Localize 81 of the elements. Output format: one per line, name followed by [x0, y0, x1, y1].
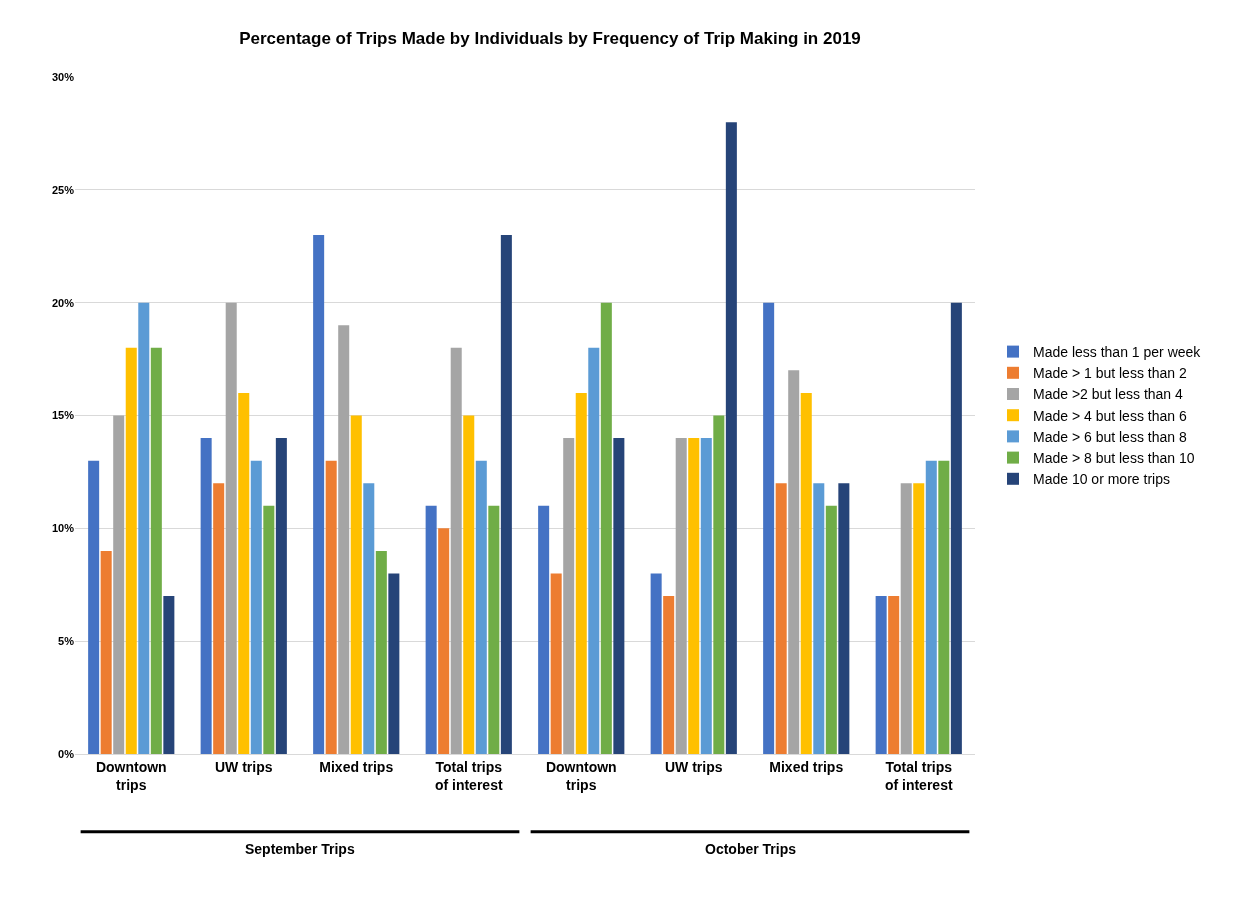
bar: [600, 302, 612, 754]
bar: [763, 302, 775, 754]
bar: [463, 415, 475, 754]
x-tick-label: Total trips of interest: [884, 758, 953, 793]
bar: [425, 505, 437, 754]
bar: [888, 596, 900, 754]
bar: [263, 505, 275, 754]
bar: [488, 505, 500, 754]
bar: [575, 392, 587, 754]
bar: [363, 483, 375, 754]
bar: [225, 302, 237, 754]
text: October Trips: [705, 841, 797, 857]
bar: [200, 438, 212, 754]
bar: [388, 573, 400, 754]
bar: [100, 550, 112, 754]
bar: [925, 460, 937, 754]
y-tick-label: 25%: [51, 183, 75, 196]
legend-label: Made less than 1 per week: [1033, 344, 1202, 361]
bar: [313, 234, 325, 754]
y-tick-label: 20%: [51, 296, 75, 309]
bar: [813, 483, 825, 754]
bar: [550, 573, 562, 754]
bar: [475, 460, 487, 754]
bar: [775, 483, 787, 754]
x-tick-label: Mixed trips: [769, 758, 844, 775]
x-tick-label: UW trips: [214, 758, 273, 775]
y-tick-label: 30%: [51, 70, 75, 83]
bar: [913, 483, 925, 754]
bar: [350, 415, 362, 754]
bar: [875, 596, 887, 754]
bar: [500, 234, 512, 754]
bar: [213, 483, 225, 754]
bar: [375, 550, 387, 754]
bar: [238, 392, 250, 754]
bar: [788, 370, 800, 754]
bar: [950, 302, 962, 754]
bar: [938, 460, 950, 754]
bar: [113, 415, 125, 754]
bar: [438, 528, 450, 754]
legend-label: Made > 4 but less than 6: [1033, 407, 1187, 424]
y-tick-label: 5%: [58, 635, 75, 648]
bar: [563, 438, 575, 754]
text: September Trips: [245, 841, 355, 857]
y-tick-label: 10%: [51, 522, 75, 535]
y-tick-label: 15%: [51, 409, 75, 422]
bar: [250, 460, 262, 754]
bar: [588, 347, 600, 754]
x-tick-label: UW trips: [664, 758, 723, 775]
bar: [900, 483, 912, 754]
bar: [838, 483, 850, 754]
bar: [700, 438, 712, 754]
bar: [338, 325, 350, 754]
bar: [725, 122, 737, 754]
bar: [688, 438, 700, 754]
x-tick-label: Total trips of interest: [434, 758, 503, 793]
bar: [800, 392, 812, 754]
y-tick-label: 0%: [58, 747, 75, 760]
bar: [650, 573, 662, 754]
bar: [675, 438, 687, 754]
x-tick-label: Downtown trips: [545, 758, 617, 793]
bar: [613, 438, 625, 754]
legend-label: Made > 6 but less than 8: [1033, 428, 1187, 445]
legend-label: Made > 8 but less than 10: [1033, 450, 1195, 467]
bar: [150, 347, 162, 754]
bar: [663, 596, 675, 754]
bar: [163, 596, 175, 754]
bar: [713, 415, 725, 754]
x-tick-label: Mixed trips: [319, 758, 394, 775]
bar: [138, 302, 150, 754]
legend-label: Made >2 but less than 4: [1033, 386, 1184, 403]
bar: [325, 460, 337, 754]
bar: [825, 505, 837, 754]
bar: [275, 438, 287, 754]
bar: [125, 347, 137, 754]
x-tick-label: Downtown trips: [95, 758, 167, 793]
bar: [88, 460, 100, 754]
legend-label: Made 10 or more trips: [1033, 471, 1170, 488]
bar: [538, 505, 550, 754]
bar: [450, 347, 462, 754]
legend-label: Made > 1 but less than 2: [1033, 365, 1187, 382]
chart-title: Percentage of Trips Made by Individuals by Frequency of Trip Making in 2019: [239, 28, 861, 48]
